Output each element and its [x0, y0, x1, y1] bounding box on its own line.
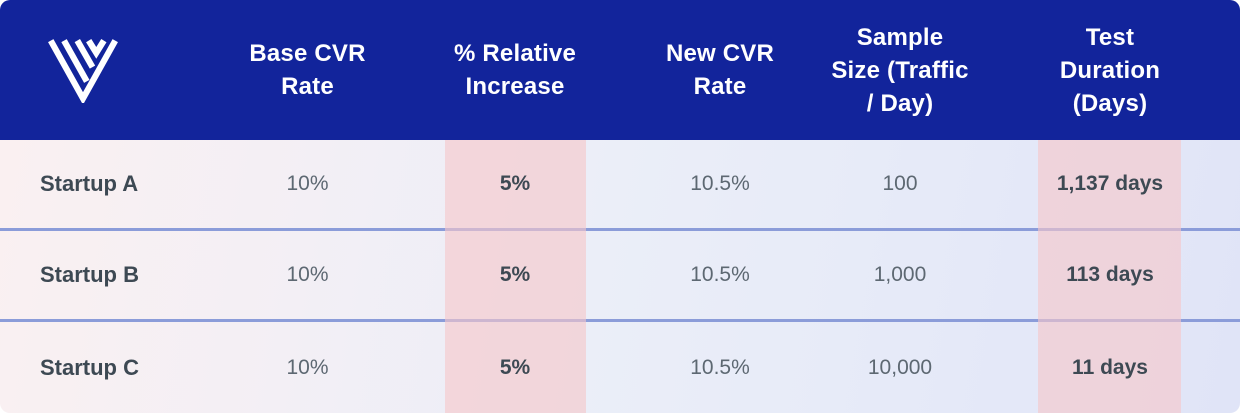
cell-b-sample-size: 1,000 — [873, 263, 927, 286]
row-label-startup-b: Startup B — [40, 262, 139, 287]
cell-c-base-cvr: 10% — [286, 355, 329, 379]
cell-b-new-cvr: 10.5% — [690, 263, 750, 286]
table-header-row: Base CVR Rate % Relative Increase New CV… — [0, 0, 1240, 140]
table-row-startup-c: Startup C 10% 5% 10.5% 10,000 11 days — [0, 322, 1240, 413]
table-body: Startup A 10% 5% 10.5% 100 1,137 days St… — [0, 140, 1240, 413]
column-header-relative-increase: % Relative Increase — [453, 40, 577, 100]
vwo-logo-icon — [48, 38, 118, 103]
cell-b-relative-increase: 5% — [499, 263, 531, 286]
cell-a-sample-size: 100 — [882, 172, 918, 195]
cell-c-test-duration: 11 days — [1072, 355, 1148, 379]
cell-a-new-cvr: 10.5% — [690, 172, 750, 195]
cell-c-new-cvr: 10.5% — [690, 355, 750, 379]
cell-a-test-duration: 1,137 days — [1056, 172, 1164, 195]
row-label-startup-c: Startup C — [40, 354, 139, 380]
table-row-startup-b: Startup B 10% 5% 10.5% 1,000 113 days — [0, 231, 1240, 322]
cell-a-relative-increase: 5% — [499, 172, 531, 195]
column-header-sample-size: Sample Size (Traffic / Day) — [831, 23, 969, 117]
logo-cell — [0, 37, 205, 103]
row-label-startup-a: Startup A — [40, 171, 139, 196]
column-header-base-cvr-rate: Base CVR Rate — [249, 40, 366, 100]
cell-b-test-duration: 113 days — [1066, 263, 1154, 286]
cell-a-base-cvr: 10% — [286, 172, 329, 195]
cell-c-relative-increase: 5% — [499, 355, 531, 379]
column-header-test-duration: Test Duration (Days) — [1059, 23, 1161, 117]
column-header-new-cvr-rate: New CVR Rate — [665, 40, 775, 100]
cell-c-sample-size: 10,000 — [867, 355, 933, 379]
table-row-startup-a: Startup A 10% 5% 10.5% 100 1,137 days — [0, 140, 1240, 231]
cell-b-base-cvr: 10% — [286, 263, 329, 286]
